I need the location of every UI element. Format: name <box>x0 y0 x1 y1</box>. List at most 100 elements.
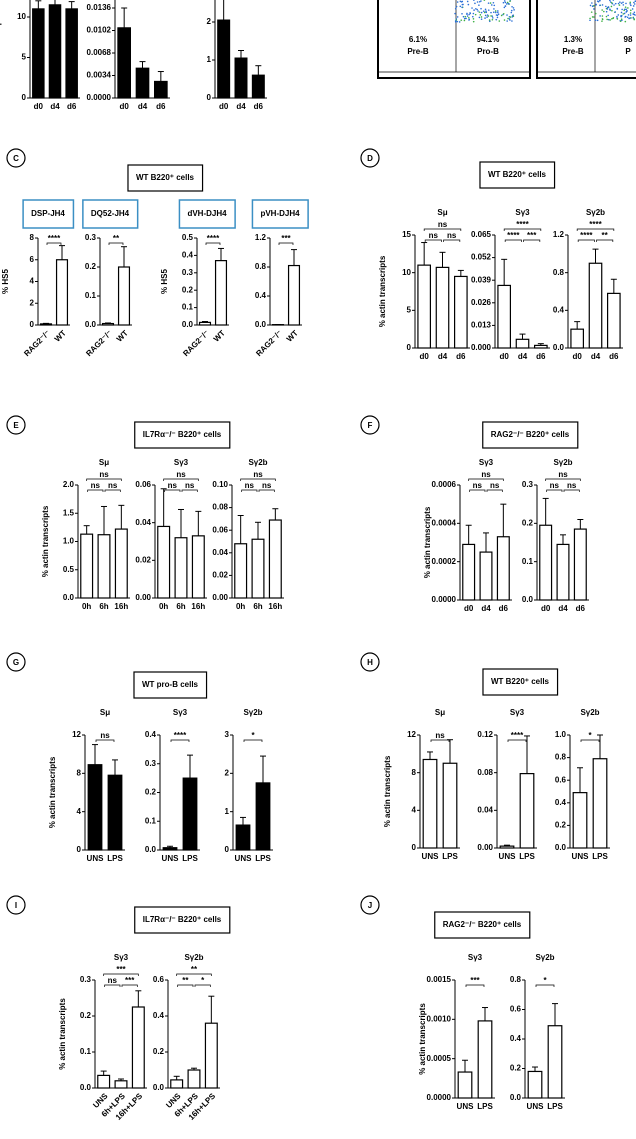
bar <box>477 1020 493 1099</box>
y-tick-label: 2 <box>225 768 230 777</box>
y-tick-label: 0.8 <box>255 262 267 271</box>
x-tick-label: d4 <box>438 352 448 361</box>
chart-title: Sμ <box>100 708 110 717</box>
flow-event <box>611 18 613 20</box>
flow-event <box>490 15 492 17</box>
flow-event <box>484 14 487 17</box>
y-tick-label: 0.0 <box>510 1093 522 1102</box>
flow-event <box>458 21 461 23</box>
significance-label: **** <box>507 231 520 240</box>
y-tick-label: 0.2 <box>182 285 194 294</box>
flow-event <box>603 10 605 13</box>
flow-event <box>462 15 465 18</box>
y-tick-label: 0.08 <box>477 768 493 777</box>
y-tick-label: 0.02 <box>212 571 228 580</box>
x-tick-label: RAG2⁻/⁻ <box>254 329 284 359</box>
x-tick-label: WT <box>285 328 300 343</box>
significance-bracket <box>443 239 461 242</box>
flow-plots <box>377 0 636 79</box>
flow-event <box>476 8 478 11</box>
flow-event <box>596 0 599 2</box>
significance-bracket <box>46 242 62 245</box>
significance-label: ns <box>99 470 109 479</box>
significance-label: ns <box>108 481 118 490</box>
chart-title: Sγ3 <box>479 458 494 467</box>
chart-title: Sγ3 <box>174 458 189 467</box>
x-tick-label: d6 <box>456 352 466 361</box>
y-tick-label: 0.8 <box>555 753 567 762</box>
panel-letter-circle <box>6 895 26 915</box>
significance-bracket <box>103 973 139 976</box>
flow-event <box>513 9 515 11</box>
panel-title-box <box>134 906 231 934</box>
y-tick-label: 0.0 <box>255 320 267 329</box>
flow-event <box>627 7 629 9</box>
y-tick-label: 0 <box>22 93 27 102</box>
chart: 0 1 2 d0 d4 d6 <box>207 0 267 111</box>
flow-event <box>490 4 493 6</box>
flow-event <box>601 20 603 22</box>
flow-event <box>507 17 509 20</box>
significance-label: ns <box>447 231 457 240</box>
gate-percent: 6.1% <box>409 35 427 44</box>
y-tick-label: 0.2 <box>145 788 157 797</box>
flow-event <box>461 6 463 9</box>
y-tick-label: 12 <box>407 730 416 739</box>
y-tick-label: 0.4 <box>182 251 194 260</box>
flow-event <box>609 1 612 3</box>
bar <box>592 758 608 849</box>
significance-label: **** <box>516 220 529 229</box>
significance-bracket <box>596 239 614 242</box>
flow-event <box>632 5 635 7</box>
y-tick-label: 10 <box>17 12 26 21</box>
significance-bracket <box>170 739 190 742</box>
panel-title: IL7Rα⁻/⁻ B220⁺ cells <box>143 430 222 439</box>
flow-event <box>500 14 503 17</box>
y-tick-label: 0.0000 <box>432 595 457 604</box>
flow-event <box>509 16 512 18</box>
x-tick-label: UNS <box>422 852 440 861</box>
y-tick-label: 0.2 <box>85 262 97 271</box>
flow-event <box>482 10 485 12</box>
flow-event <box>629 1 632 4</box>
y-tick-label: 0 <box>225 845 230 854</box>
y-tick-label: 1.0 <box>63 537 75 546</box>
y-tick-label: 0.0 <box>85 320 97 329</box>
y-tick-label: 6 <box>30 255 35 264</box>
gate-percent: 1.3% <box>564 35 582 44</box>
y-tick-label: 0.0010 <box>427 1014 452 1023</box>
flow-event <box>593 4 595 7</box>
y-tick-label: 1.5 <box>63 508 75 517</box>
y-tick-label: 0.3 <box>80 975 92 984</box>
x-tick-label: LPS <box>547 1102 563 1111</box>
flow-event <box>510 11 513 14</box>
bar <box>533 344 548 349</box>
flow-event <box>492 11 495 14</box>
bar <box>191 535 205 599</box>
y-tick-label: 0.0102 <box>87 26 112 35</box>
bar <box>255 782 271 851</box>
flow-event <box>591 16 594 18</box>
flow-event <box>504 1 507 4</box>
bar <box>87 764 103 851</box>
y-tick-label: 0.8 <box>553 268 565 277</box>
flow-event <box>461 12 463 15</box>
y-tick-label: 0.5 <box>182 233 194 242</box>
x-tick-label: d0 <box>499 352 509 361</box>
flow-box <box>536 0 636 79</box>
flow-event <box>605 15 608 18</box>
significance-label: ns <box>438 220 448 229</box>
flow-event <box>472 12 475 15</box>
bar <box>154 80 168 99</box>
significance-bracket <box>164 489 181 492</box>
flow-event <box>495 14 498 16</box>
y-tick-label: 0.0015 <box>427 975 452 984</box>
flow-event <box>629 12 632 14</box>
chart: 0.0 0.4 0.8 1.2 pVH-DJH4 RAG2⁻/⁻ WT *** <box>251 199 309 359</box>
flow-event <box>478 4 480 6</box>
y-tick-label: 8 <box>30 233 35 242</box>
x-tick-label: 16h <box>268 602 282 611</box>
